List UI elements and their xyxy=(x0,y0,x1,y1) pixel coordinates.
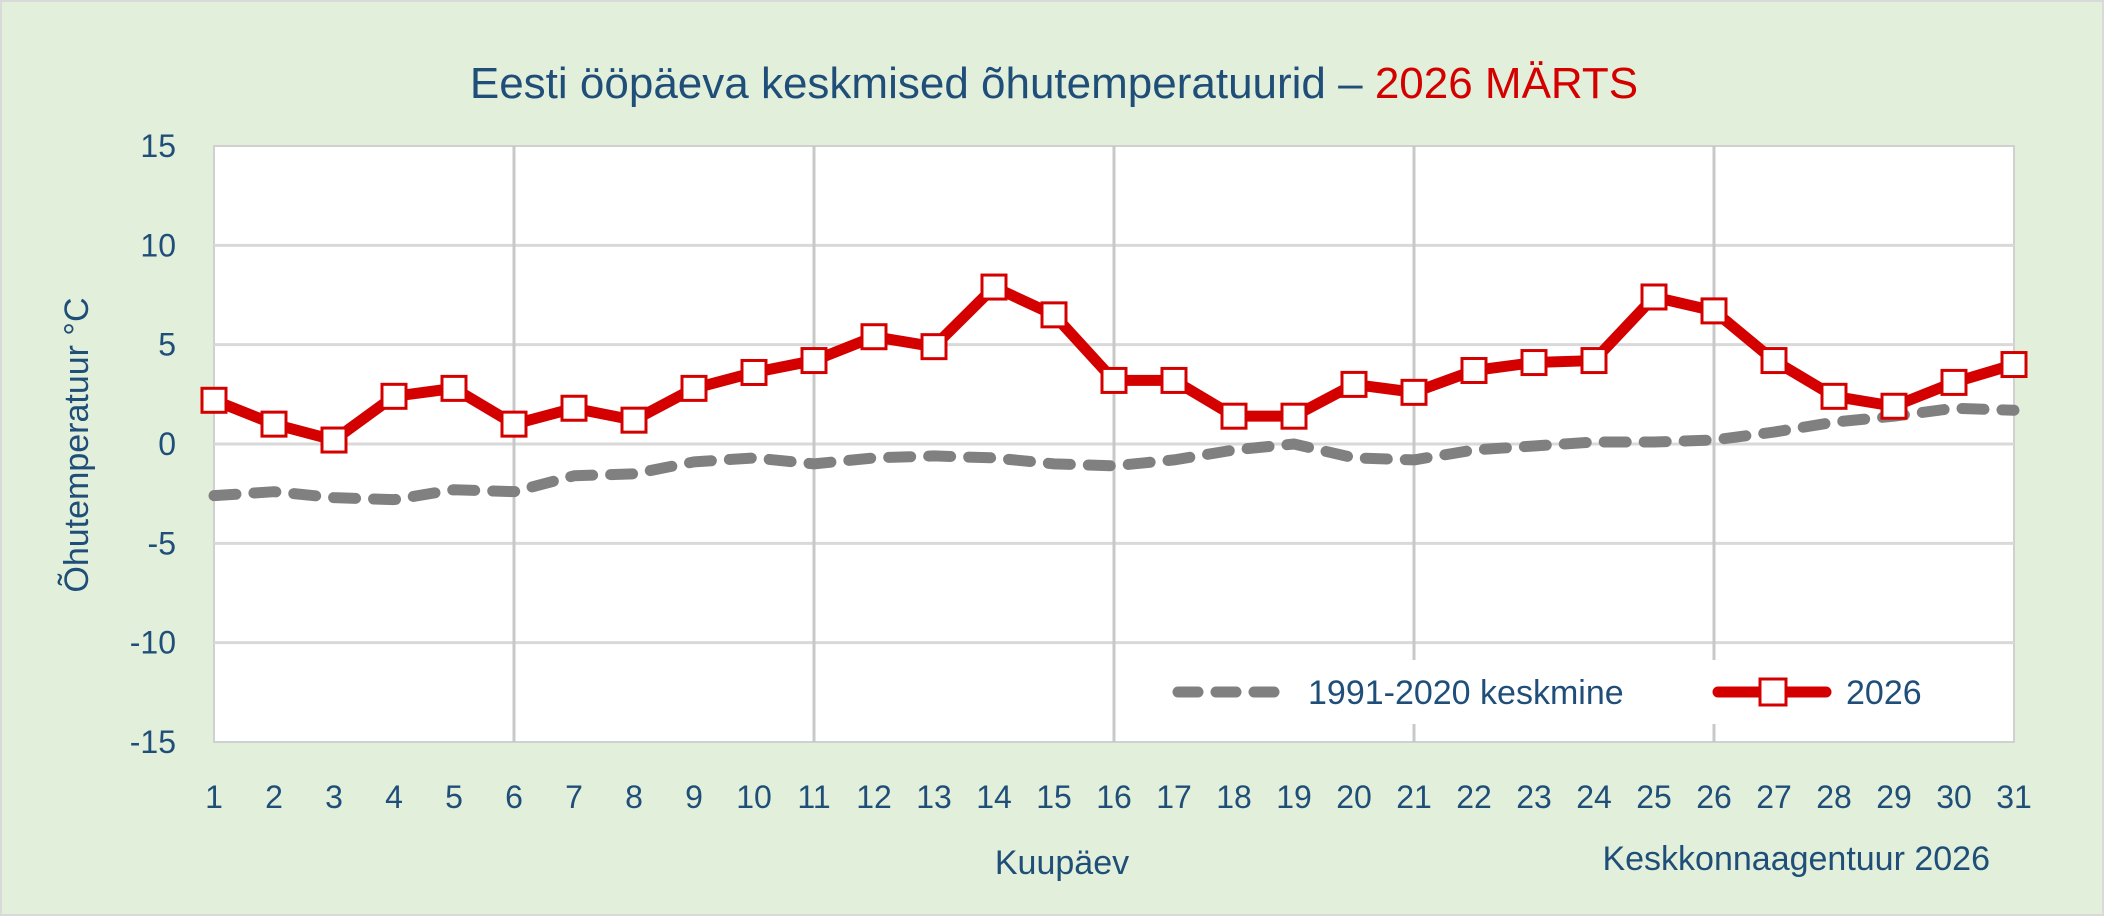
x-tick-label: 12 xyxy=(856,779,892,815)
x-tick-label: 10 xyxy=(736,779,772,815)
x-tick-label: 14 xyxy=(976,779,1012,815)
square-marker-icon xyxy=(1700,297,1728,325)
x-tick-label: 21 xyxy=(1396,779,1432,815)
title-accent: 2026 MÄRTS xyxy=(1375,59,1638,108)
series-normal-line xyxy=(208,402,2020,506)
x-tick-label: 31 xyxy=(1996,779,2032,815)
square-marker-icon xyxy=(680,374,708,402)
square-marker-icon xyxy=(1280,402,1308,430)
square-marker-icon xyxy=(380,382,408,410)
square-marker-icon xyxy=(440,374,468,402)
x-tick-label: 30 xyxy=(1936,779,1972,815)
x-tick-label: 19 xyxy=(1276,779,1312,815)
x-tick-label: 17 xyxy=(1156,779,1192,815)
x-tick-label: 27 xyxy=(1756,779,1792,815)
x-tick-label: 24 xyxy=(1576,779,1612,815)
y-tick-label: -5 xyxy=(148,525,176,561)
x-tick-label: 26 xyxy=(1696,779,1732,815)
square-marker-icon xyxy=(1940,368,1968,396)
y-tick-label: -10 xyxy=(130,625,176,661)
x-tick-label: 16 xyxy=(1096,779,1132,815)
square-marker-icon xyxy=(860,323,888,351)
chart-title: Eesti ööpäeva keskmised õhutemperatuurid… xyxy=(470,59,1638,108)
square-marker-icon xyxy=(260,410,288,438)
x-tick-label: 7 xyxy=(565,779,583,815)
x-tick-label: 29 xyxy=(1876,779,1912,815)
x-tick-label: 2 xyxy=(265,779,283,815)
square-marker-icon xyxy=(1640,283,1668,311)
legend: 1991-2020 keskmine 2026 xyxy=(1150,660,1940,724)
y-tick-label: 10 xyxy=(140,227,176,263)
square-marker-icon xyxy=(920,333,948,361)
y-tick-label: -15 xyxy=(130,724,176,760)
x-tick-label: 11 xyxy=(797,779,830,815)
square-marker-icon xyxy=(1220,402,1248,430)
x-axis-ticks: 1 2 3 4 5 6 7 8 9 10 11 12 13 14 15 16 17 18 19 20 21 22 23 24 2… xyxy=(205,779,2032,815)
y-tick-label: 5 xyxy=(158,327,176,363)
gridlines xyxy=(214,146,2014,742)
x-tick-label: 4 xyxy=(385,779,403,815)
x-tick-label: 5 xyxy=(445,779,463,815)
square-marker-icon xyxy=(1340,370,1368,398)
x-tick-label: 28 xyxy=(1816,779,1852,815)
x-tick-label: 8 xyxy=(625,779,643,815)
square-marker-icon xyxy=(740,358,768,386)
source-credit: Keskkonnaagentuur 2026 xyxy=(1602,840,1990,878)
square-marker-icon xyxy=(1400,378,1428,406)
y-axis-ticks: 15 10 5 0 -5 -10 -15 xyxy=(130,128,176,760)
series-lines xyxy=(200,273,2028,506)
square-marker-icon xyxy=(1760,347,1788,375)
legend-label-2026: 2026 xyxy=(1846,674,1922,712)
x-tick-label: 23 xyxy=(1516,779,1552,815)
square-marker-icon xyxy=(1460,356,1488,384)
square-marker-icon xyxy=(2000,351,2028,379)
x-axis-label: Kuupäev xyxy=(995,844,1129,882)
x-tick-label: 18 xyxy=(1216,779,1252,815)
square-marker-icon xyxy=(1100,366,1128,394)
x-tick-label: 9 xyxy=(685,779,703,815)
x-tick-label: 1 xyxy=(205,779,223,815)
square-marker-icon xyxy=(500,410,528,438)
y-tick-label: 15 xyxy=(140,128,176,164)
square-marker-icon xyxy=(980,273,1008,301)
x-tick-label: 13 xyxy=(916,779,952,815)
y-tick-label: 0 xyxy=(158,426,176,462)
legend-label-normal: 1991-2020 keskmine xyxy=(1308,674,1624,712)
square-marker-icon xyxy=(1820,382,1848,410)
square-marker-icon xyxy=(800,347,828,375)
square-marker-icon xyxy=(200,386,228,414)
legend-square-marker-icon xyxy=(1758,677,1788,707)
x-tick-label: 6 xyxy=(505,779,523,815)
x-tick-label: 15 xyxy=(1036,779,1072,815)
square-marker-icon xyxy=(1580,347,1608,375)
x-tick-label: 25 xyxy=(1636,779,1672,815)
square-marker-icon xyxy=(560,394,588,422)
title-main: Eesti ööpäeva keskmised õhutemperatuurid… xyxy=(470,59,1375,108)
x-tick-label: 20 xyxy=(1336,779,1372,815)
square-marker-icon xyxy=(1160,366,1188,394)
square-marker-icon xyxy=(1880,392,1908,420)
square-marker-icon xyxy=(620,406,648,434)
x-tick-label: 3 xyxy=(325,779,343,815)
square-marker-icon xyxy=(1040,301,1068,329)
square-marker-icon xyxy=(320,426,348,454)
square-marker-icon xyxy=(1520,349,1548,377)
y-axis-label: Õhutemperatuur °C xyxy=(58,297,96,592)
x-tick-label: 22 xyxy=(1456,779,1492,815)
